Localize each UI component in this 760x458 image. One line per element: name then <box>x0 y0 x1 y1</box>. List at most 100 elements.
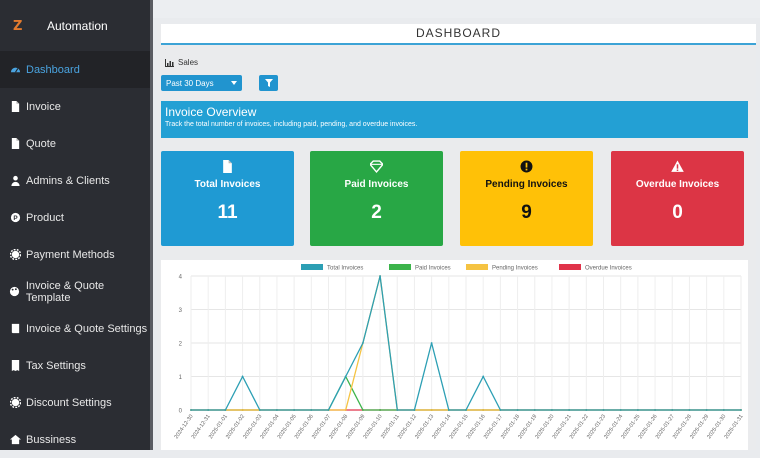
overview-subtitle: Track the total number of invoices, incl… <box>165 121 418 128</box>
sidebar-item-label: Payment Methods <box>26 248 115 261</box>
data-point <box>413 409 416 411</box>
chart-icon <box>165 58 174 67</box>
invoice-overview-banner: Invoice Overview Track the total number … <box>161 101 748 138</box>
data-point <box>379 275 381 277</box>
data-point <box>293 409 296 411</box>
data-point <box>447 409 450 411</box>
card-value: 0 <box>672 202 683 223</box>
legend-label: Pending Invoices <box>492 266 538 272</box>
legend-label: Overdue Invoices <box>585 266 632 272</box>
legend-swatch <box>466 264 488 270</box>
sidebar-item-payment-methods[interactable]: Payment Methods <box>0 236 150 273</box>
data-point <box>602 409 605 411</box>
data-point <box>482 409 485 411</box>
main-area: DASHBOARD Sales Past 30 Days Invoice Ove… <box>153 0 760 450</box>
filter-button[interactable] <box>259 75 278 91</box>
chevron-down-icon <box>231 81 237 85</box>
user-icon <box>9 175 21 187</box>
sidebar-item-bussiness[interactable]: Bussiness <box>0 421 150 458</box>
data-point <box>327 409 330 411</box>
sidebar-item-discount-settings[interactable]: Discount Settings <box>0 384 150 421</box>
sidebar-item-label: Dashboard <box>26 63 80 76</box>
y-tick-label: 1 <box>179 375 183 381</box>
data-point <box>654 409 656 411</box>
exclamation-circle-icon <box>460 160 593 174</box>
product-icon: P <box>9 212 21 224</box>
sidebar-item-invoice-quote-settings[interactable]: Invoice & Quote Settings <box>0 310 150 347</box>
sales-tab-label: Sales <box>178 58 199 67</box>
stat-card-overdue-invoices[interactable]: Overdue Invoices 0 <box>611 151 744 246</box>
sidebar-item-product[interactable]: P Product <box>0 199 150 236</box>
data-point <box>740 409 742 411</box>
dashboard-content: DASHBOARD Sales Past 30 Days Invoice Ove… <box>157 24 756 450</box>
data-point <box>568 409 571 411</box>
sidebar-item-admins-clients[interactable]: Admins & Clients <box>0 162 150 199</box>
card-value: 11 <box>217 202 238 223</box>
svg-text:P: P <box>13 215 18 222</box>
data-point <box>585 409 588 411</box>
stat-card-total-invoices[interactable]: Total Invoices 11 <box>161 151 294 246</box>
sidebar-item-label: Invoice & Quote Settings <box>26 322 148 335</box>
gear-icon <box>9 397 21 409</box>
stat-card-pending-invoices[interactable]: Pending Invoices 9 <box>460 151 593 246</box>
palette-icon <box>9 286 21 298</box>
sidebar-item-label: Bussiness <box>26 433 77 446</box>
legend-label: Paid Invoices <box>415 266 451 272</box>
data-point <box>241 409 244 411</box>
data-point <box>465 409 467 411</box>
y-tick-label: 0 <box>179 409 183 415</box>
sidebar-item-label: Product <box>26 211 64 224</box>
data-point <box>276 409 278 411</box>
file-icon <box>9 101 21 113</box>
sidebar-nav: Dashboard Invoice Quote Admins & Clients P Pr… <box>0 51 150 458</box>
data-point <box>482 375 485 378</box>
sales-tab[interactable]: Sales <box>165 58 198 67</box>
data-point <box>207 409 210 411</box>
sidebar-item-quote[interactable]: Quote <box>0 125 150 162</box>
file-icon <box>9 138 21 150</box>
data-point <box>430 342 433 344</box>
data-point <box>516 409 519 411</box>
data-point <box>241 375 244 378</box>
card-label: Pending Invoices <box>485 179 568 190</box>
data-point <box>430 409 433 411</box>
sidebar-item-label: Tax Settings <box>26 359 86 372</box>
sidebar-item-invoice-quote-template[interactable]: Invoice & Quote Template <box>0 273 150 310</box>
sidebar-item-dashboard[interactable]: Dashboard <box>0 51 150 88</box>
card-value: 2 <box>371 202 382 223</box>
legend-swatch <box>559 264 581 270</box>
file-icon <box>161 160 294 174</box>
legend-label: Total Invoices <box>327 266 363 272</box>
invoice-line-chart: 012342024-12-302024-12-312025-01-012025-… <box>174 264 745 440</box>
data-point <box>396 409 399 411</box>
date-range-select[interactable]: Past 30 Days <box>161 75 242 91</box>
brand[interactable]: Z Automation <box>0 0 150 51</box>
data-point <box>636 409 639 411</box>
filter-row: Past 30 Days <box>161 74 756 96</box>
top-bar <box>153 0 760 18</box>
legend-swatch <box>389 264 411 270</box>
warning-icon <box>611 160 744 174</box>
sidebar-item-label: Discount Settings <box>26 396 112 409</box>
dashboard-header: DASHBOARD <box>161 24 756 45</box>
data-point <box>361 342 364 344</box>
data-point <box>344 375 347 378</box>
data-point <box>361 409 364 411</box>
sidebar-item-invoice[interactable]: Invoice <box>0 88 150 125</box>
data-point <box>190 409 192 411</box>
invoice-chart: 0 1 2 3 4 2024-12-30 2024-12-31 2025-01-01 2025-… <box>161 260 748 450</box>
sidebar-item-tax-settings[interactable]: Tax Settings <box>0 347 150 384</box>
sidebar-item-label: Invoice & Quote Template <box>25 279 105 304</box>
sidebar-item-label: Admins & Clients <box>26 174 110 187</box>
data-point <box>379 409 381 411</box>
y-tick-label: 3 <box>179 308 183 314</box>
data-point <box>619 409 622 411</box>
data-point <box>344 409 347 411</box>
data-point <box>258 409 261 411</box>
stat-card-paid-invoices[interactable]: Paid Invoices 2 <box>310 151 443 246</box>
overview-title: Invoice Overview <box>165 105 257 119</box>
card-label: Paid Invoices <box>344 179 409 190</box>
card-value: 9 <box>521 202 532 223</box>
data-point <box>310 409 313 411</box>
sidebar-divider <box>150 0 153 450</box>
